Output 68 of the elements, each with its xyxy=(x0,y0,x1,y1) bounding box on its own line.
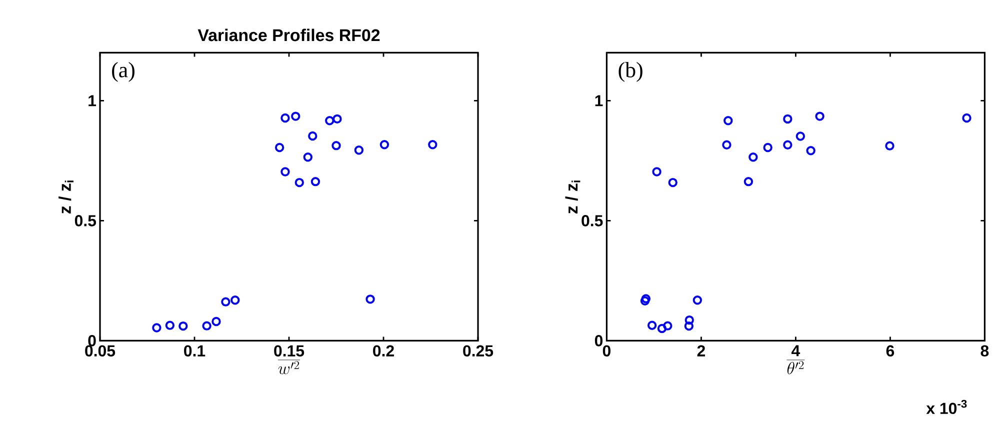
text: x 10$^{-3}$ xyxy=(926,400,967,414)
x-tick-label: 0.05 xyxy=(85,345,116,357)
point xyxy=(332,114,342,124)
point xyxy=(221,297,230,306)
point xyxy=(724,116,733,126)
point xyxy=(366,294,375,304)
x-axis-title: $\overline{w'^{2}}$ xyxy=(278,360,300,374)
point xyxy=(647,320,657,330)
point xyxy=(744,176,754,186)
point xyxy=(325,116,334,126)
x-tick-label: 8 xyxy=(980,345,989,357)
point xyxy=(280,113,290,123)
point xyxy=(332,140,341,150)
point xyxy=(722,140,732,150)
point xyxy=(212,316,221,326)
point xyxy=(806,146,816,156)
point xyxy=(308,131,318,141)
x-axis-title: $\overline{\theta'^{2}}$ xyxy=(786,360,805,374)
point xyxy=(962,113,972,123)
y-tick-label: 0.5 xyxy=(74,215,96,226)
y-tick-label: 0 xyxy=(88,335,96,346)
point xyxy=(380,140,390,150)
annotation: (a) xyxy=(112,62,134,82)
point xyxy=(657,324,667,334)
y-tick-label: 1 xyxy=(595,95,603,106)
chart-title: Variance Profiles RF02 xyxy=(198,28,380,42)
point xyxy=(428,140,438,150)
point xyxy=(354,146,364,155)
point xyxy=(641,294,651,304)
point xyxy=(763,142,772,152)
point xyxy=(796,132,806,141)
point xyxy=(748,152,758,162)
point xyxy=(178,321,188,331)
point xyxy=(783,114,792,124)
point xyxy=(303,152,313,162)
point xyxy=(202,321,212,330)
point xyxy=(291,112,300,121)
point xyxy=(668,178,678,188)
point xyxy=(230,296,240,305)
point xyxy=(652,167,662,176)
point xyxy=(663,321,672,330)
y-tick-label: 1 xyxy=(88,95,96,106)
x-tick-label: 0.1 xyxy=(184,345,206,357)
x-tick-label: 0.2 xyxy=(373,345,394,357)
point xyxy=(310,176,320,186)
point xyxy=(165,320,175,330)
point xyxy=(885,141,894,150)
point xyxy=(274,142,284,152)
x-tick-label: 0.25 xyxy=(463,345,494,357)
point xyxy=(692,296,702,305)
point xyxy=(815,112,824,121)
point xyxy=(640,296,650,306)
y-axis-title: z / z$_{i}$ xyxy=(565,180,580,214)
x-tick-label: 0.15 xyxy=(274,345,304,357)
point xyxy=(294,178,304,188)
y-axis-title: z / z$_{i}$ xyxy=(58,180,74,214)
x-tick-label: 0 xyxy=(602,345,610,357)
point xyxy=(152,323,162,332)
x-tick-label: 6 xyxy=(886,345,894,357)
annotation: (b) xyxy=(618,62,642,82)
point xyxy=(783,140,792,150)
point xyxy=(280,167,290,176)
y-tick-label: 0 xyxy=(594,335,603,346)
y-tick-label: 0.5 xyxy=(582,215,603,226)
x-tick-label: 2 xyxy=(697,345,705,356)
point xyxy=(684,315,694,325)
x-tick-label: 4 xyxy=(792,345,800,356)
point xyxy=(684,321,694,331)
